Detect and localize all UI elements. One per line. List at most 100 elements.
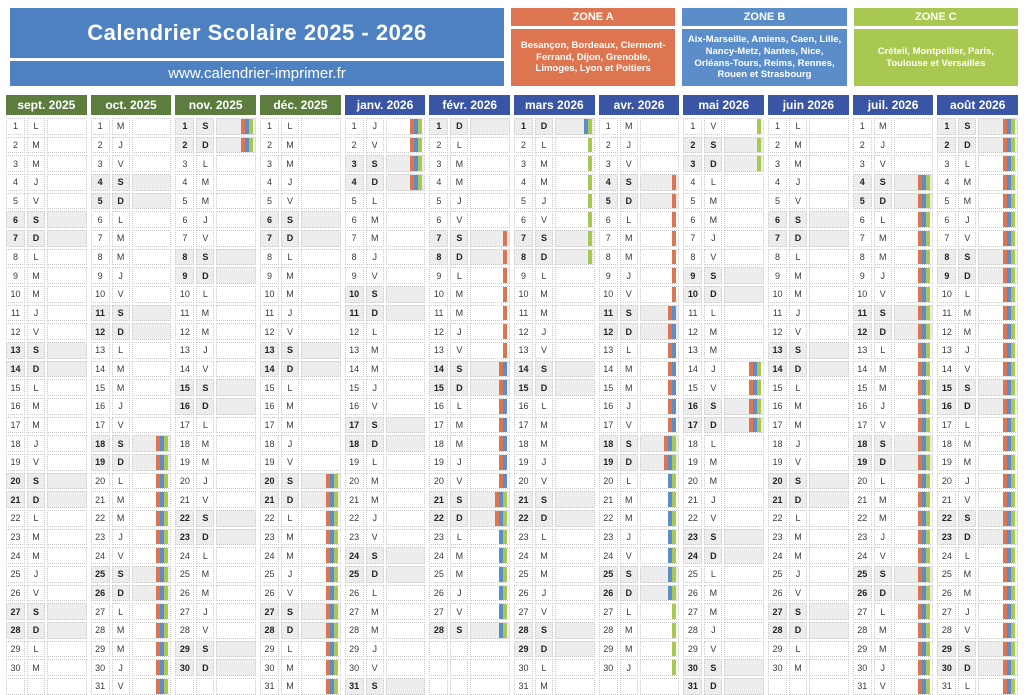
holiday-stripe-zone-b [329, 641, 334, 657]
holiday-stripe-zone-c [1011, 679, 1016, 694]
holiday-stripe-zone-b [160, 455, 165, 470]
day-number-cell: 24 [344, 547, 364, 565]
holiday-stripe-zone-b [1007, 604, 1012, 620]
note-cell [978, 472, 1019, 490]
day-row: 18 J [767, 435, 850, 453]
weekday-letter-cell: J [365, 510, 384, 527]
weekday-letter-cell: J [789, 174, 808, 191]
note-cell [301, 211, 341, 229]
weekday-letter-cell: M [535, 155, 554, 173]
page-header: Calendrier Scolaire 2025 - 2026 www.cale… [0, 0, 1024, 86]
note-cell [216, 267, 257, 285]
weekday-letter-cell: D [196, 528, 215, 546]
weekday-letter-cell: M [450, 435, 469, 453]
holiday-stripe-zone-c [333, 660, 338, 676]
note-cell [470, 528, 511, 546]
note-cell [978, 211, 1019, 229]
day-row: 27 L [90, 603, 173, 621]
holiday-stripe-zone-a [503, 249, 508, 265]
note-cell [216, 584, 257, 602]
holiday-stripes [918, 361, 931, 377]
day-row: 20 J [936, 472, 1019, 490]
weekday-letter-cell: M [789, 416, 808, 434]
day-row: 26 D [90, 584, 173, 602]
day-number-cell: 28 [90, 622, 110, 639]
day-number-cell: 30 [90, 659, 110, 677]
note-cell [639, 267, 680, 285]
holiday-stripe-zone-b [1007, 511, 1012, 526]
weekday-letter-cell: M [196, 304, 215, 322]
note-cell [131, 136, 172, 154]
note-cell [470, 323, 511, 341]
day-number-cell: 4 [260, 174, 280, 191]
note-cell [893, 323, 934, 341]
holiday-stripes [499, 567, 508, 582]
day-number-cell: 10 [937, 286, 957, 303]
holiday-stripe-zone-a [749, 399, 754, 414]
day-row: 30 V [344, 659, 427, 677]
day-row: 12 J [513, 323, 596, 341]
note-cell [893, 211, 934, 229]
note-cell [301, 528, 341, 546]
weekday-letter-cell: J [704, 622, 723, 639]
weekday-letter-cell: M [196, 174, 215, 191]
day-number-cell: 5 [90, 192, 110, 210]
weekday-letter-cell: D [27, 360, 45, 378]
holiday-stripe-zone-a [749, 417, 754, 433]
day-number-cell: 8 [683, 248, 703, 266]
day-number-cell: 24 [90, 547, 110, 565]
month-column: févr. 2026 1 D 2 L 3 M 4 M 5 J 6 V 7 S 8 D 9 L 10 M 11 M 12 J 13 V… [428, 95, 511, 695]
day-number-cell: 15 [344, 379, 364, 397]
day-number-cell: 18 [937, 435, 957, 453]
weekday-letter-cell: L [365, 454, 384, 471]
weekday-letter-cell: V [450, 603, 469, 621]
note-cell [724, 584, 765, 602]
holiday-stripe-zone-c [164, 529, 169, 545]
day-row: 25 S [852, 566, 935, 583]
day-row: 18 S [90, 435, 173, 453]
weekday-letter-cell: S [789, 342, 808, 359]
holiday-stripe-zone-a [241, 119, 246, 134]
holiday-stripe-zone-c [926, 585, 931, 601]
day-number-cell: 17 [6, 416, 25, 434]
day-number-cell: 8 [514, 248, 534, 266]
day-number-cell: 29 [598, 640, 618, 658]
weekday-letter-cell: M [619, 118, 638, 135]
note-cell [978, 379, 1019, 397]
day-number-cell: 10 [90, 286, 110, 303]
weekday-letter-cell: V [619, 155, 638, 173]
holiday-stripe-zone-c [587, 193, 592, 209]
day-number-cell: 18 [90, 435, 110, 453]
day-number-cell: 22 [344, 510, 364, 527]
holiday-stripe-zone-c [672, 436, 677, 452]
day-row: 29 L [5, 640, 88, 658]
note-cell [216, 491, 257, 509]
site-url-link[interactable]: www.calendrier-imprimer.fr [10, 61, 504, 86]
holiday-stripes [757, 119, 762, 134]
day-row: 30 J [852, 659, 935, 677]
weekday-letter-cell: V [704, 510, 723, 527]
note-cell [893, 454, 934, 471]
note-cell [301, 566, 341, 583]
note-cell [47, 267, 87, 285]
holiday-stripe-zone-b [922, 679, 927, 694]
holiday-stripe-zone-c [1011, 268, 1016, 284]
note-cell [47, 174, 87, 191]
holiday-stripe-zone-a [1003, 567, 1008, 582]
weekday-letter-cell: M [281, 528, 300, 546]
weekday-letter-cell: S [619, 566, 638, 583]
day-number-cell: 12 [852, 323, 872, 341]
note-cell [131, 248, 172, 266]
note-cell [724, 304, 765, 322]
month-column: oct. 2025 1 M 2 J 3 V 4 S 5 D 6 L 7 M 8 M 9 J 10 V 11 S 12 D 13 L 1… [90, 95, 173, 695]
day-number-cell: 8 [260, 248, 280, 266]
day-number-cell: 20 [768, 472, 788, 490]
day-number-cell: 9 [768, 267, 788, 285]
holiday-stripes [918, 268, 931, 284]
holiday-stripe-zone-c [1011, 231, 1016, 246]
